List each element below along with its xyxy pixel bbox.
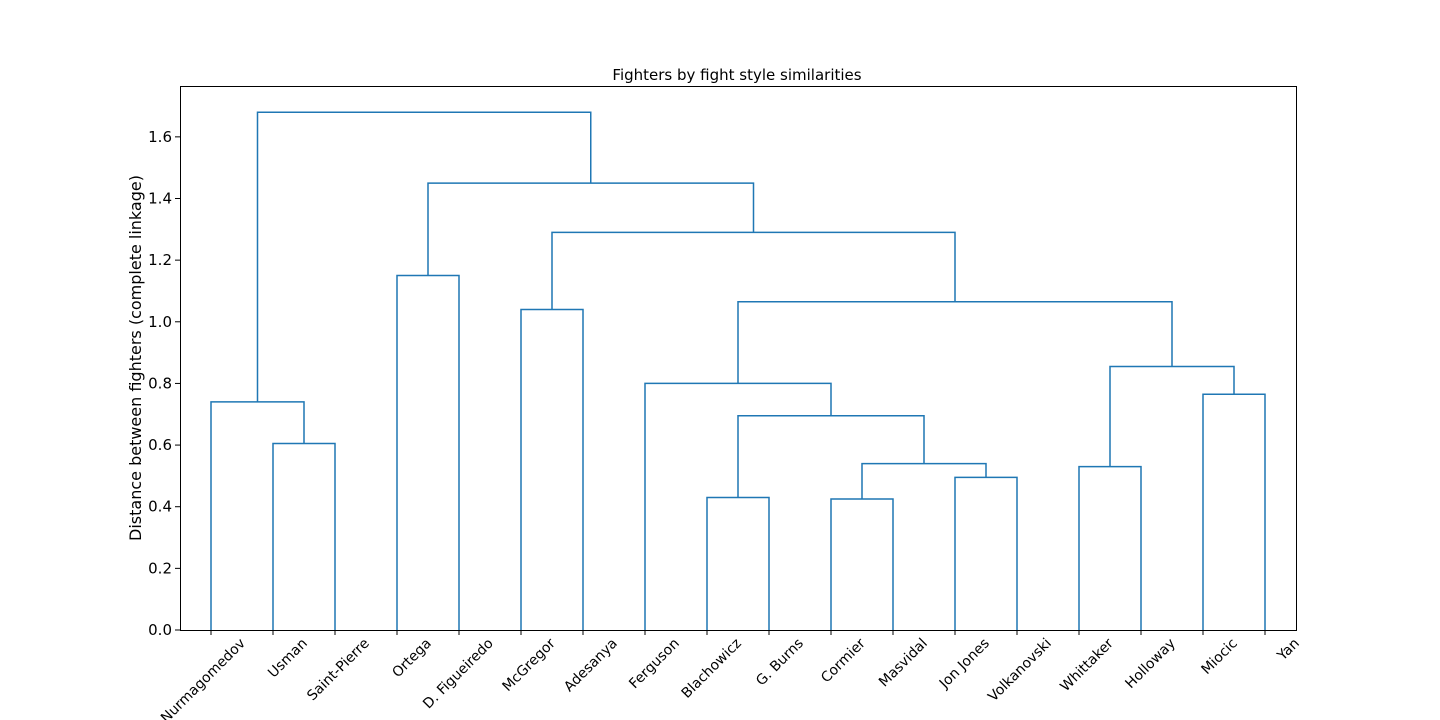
y-tick-label: 1.2 — [148, 251, 172, 269]
dendrogram-links — [210, 111, 1266, 630]
y-axis-label: Distance between fighters (complete link… — [126, 175, 145, 541]
y-tick-label: 0.4 — [148, 498, 172, 516]
y-tick-label: 1.0 — [148, 313, 172, 331]
y-tick-label: 0.2 — [148, 559, 172, 577]
y-tick-label: 1.4 — [148, 189, 172, 207]
y-tick-label: 1.6 — [148, 128, 172, 146]
y-tick-label: 0.0 — [148, 621, 172, 639]
y-axis: 0.0 0.2 0.4 0.6 0.8 1.0 1.2 1.4 1.6 — [148, 128, 180, 639]
y-tick-label: 0.6 — [148, 436, 172, 454]
plot-frame — [180, 86, 1297, 631]
dendrogram-link — [256, 111, 592, 402]
chart-title: Fighters by fight style similarities — [612, 66, 861, 84]
y-tick-label: 0.8 — [148, 374, 172, 392]
